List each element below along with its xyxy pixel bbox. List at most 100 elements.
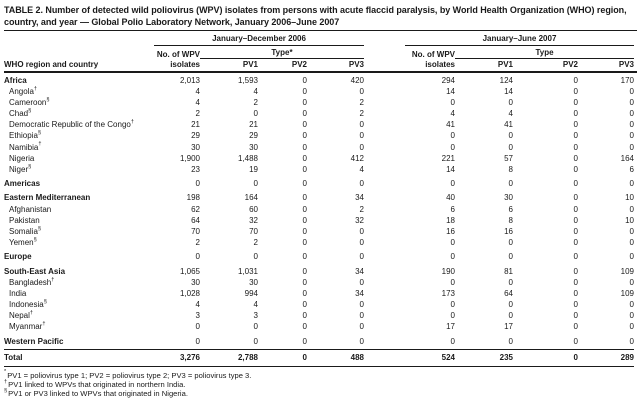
cell-2006-pv2: 0	[302, 322, 307, 332]
cell-2007-pv2: 0	[573, 75, 578, 85]
cell-2006-pv1: 0	[253, 179, 258, 189]
footnote-marker: *	[4, 369, 7, 376]
cell-2006-pv1: 4	[253, 86, 258, 96]
footnotes: *PV1 = poliovirus type 1; PV2 = poliovir…	[4, 369, 637, 399]
cell-2007-pv1: 16	[504, 226, 513, 236]
cell-2007-isolates: 0	[450, 179, 455, 189]
cell-2006-pv2: 0	[302, 277, 307, 287]
cell-2006-pv3: 0	[359, 311, 364, 321]
cell-2007-pv3: 0	[629, 300, 634, 310]
cell-2007-isolates: 18	[446, 215, 455, 225]
isolates-2006-label-line1: No. of WPV	[156, 49, 200, 59]
cell-2007-isolates: 17	[446, 322, 455, 332]
cell-2007-pv1: 8	[508, 165, 513, 174]
cell-2006-pv2: 0	[302, 153, 307, 163]
cell-2006-pv1: 21	[249, 120, 258, 130]
cell-2007-isolates: 294	[441, 75, 455, 85]
isolates-2007-label-line2: isolates	[425, 59, 455, 69]
cell-2006-isolates: 198	[186, 193, 200, 203]
cell-2007-pv1: 0	[508, 311, 513, 321]
cell-2006-pv1: 19	[249, 165, 258, 174]
cell-2006-pv1: 0	[253, 322, 258, 332]
cell-2007-pv1: 8	[508, 215, 513, 225]
cell-2006-pv3: 34	[355, 288, 364, 298]
cell-2007-pv1: 57	[504, 153, 513, 163]
cell-2007-isolates: 0	[450, 142, 455, 152]
row-label: Americas	[4, 179, 41, 189]
cell-2007-pv3: 0	[629, 204, 634, 214]
cell-2007-pv2: 0	[573, 165, 578, 174]
footnote-marker: §	[37, 225, 42, 232]
table-row: Niger§ 23 19 0 4 14 8 0 6	[4, 164, 634, 175]
cell-2007-pv3: 0	[629, 86, 634, 96]
pv3-2006-header: PV3	[348, 59, 364, 69]
cell-2007-pv3: 0	[629, 311, 634, 321]
cell-2007-pv3: 109	[620, 288, 634, 298]
cell-2007-pv2: 0	[573, 86, 578, 96]
cell-2007-isolates: 0	[450, 277, 455, 287]
cell-2006-pv3: 0	[359, 300, 364, 310]
cell-2007-pv3: 0	[629, 252, 634, 262]
cell-2006-pv2: 0	[302, 86, 307, 96]
footnote-marker: §	[37, 130, 42, 137]
row-label: Indonesia§	[9, 298, 47, 310]
row-label: Nepal†	[9, 310, 34, 321]
cell-2007-pv1: 124	[499, 75, 513, 85]
cell-2007-pv3: 0	[629, 109, 634, 119]
period-2007-span: January–June 2007	[391, 34, 634, 46]
cell-2006-pv1: 2,788	[237, 352, 258, 362]
cell-2006-pv3: 0	[359, 131, 364, 141]
cell-2006-isolates: 2	[195, 109, 200, 119]
cell-2006-pv2: 0	[302, 193, 307, 203]
footnote-marker: §	[46, 96, 50, 103]
cell-2007-pv2: 0	[573, 226, 578, 236]
cell-2007-pv3: 0	[629, 97, 634, 107]
table-row: Nepal† 3 3 0 0 0 0 0 0	[4, 310, 634, 321]
cell-2006-pv3: 32	[355, 215, 364, 225]
table-row: Yemen§ 2 2 0 0 0 0 0 0	[4, 237, 634, 248]
header-divider	[4, 70, 637, 73]
row-label: Chad§	[9, 107, 32, 119]
cell-2006-pv1: 164	[244, 193, 258, 203]
cell-2006-isolates: 23	[191, 165, 200, 174]
cell-2006-isolates: 64	[191, 215, 200, 225]
footnote-text: PV1 linked to WPVs that originated in no…	[8, 379, 186, 389]
cell-2007-pv3: 10	[625, 193, 634, 203]
cell-2007-isolates: 14	[446, 86, 455, 96]
row-label: Africa	[4, 75, 27, 85]
cell-2006-pv1: 0	[253, 336, 258, 346]
cell-2007-isolates: 173	[441, 288, 455, 298]
cell-2006-pv3: 0	[359, 322, 364, 332]
cell-2007-pv1: 0	[508, 179, 513, 189]
cell-2006-isolates: 3	[195, 311, 200, 321]
table-row: Europe 0 0 0 0 0 0 0 0	[4, 251, 634, 262]
row-label: Myanmar†	[9, 321, 46, 332]
cell-2006-pv1: 994	[244, 288, 258, 298]
row-label: Angola†	[9, 85, 38, 96]
footnote-marker: †	[130, 119, 134, 126]
row-label: Pakistan	[9, 215, 40, 225]
cell-2006-pv1: 70	[249, 226, 258, 236]
footnote-section: §PV1 or PV3 linked to WPVs that originat…	[4, 388, 637, 399]
cell-2007-pv3: 0	[629, 238, 634, 248]
footnote-text: PV1 or PV3 linked to WPVs that originate…	[8, 389, 188, 399]
row-label: Niger§	[9, 163, 32, 174]
cell-2007-isolates: 4	[450, 109, 455, 119]
isolates-2006-label-line2: isolates	[170, 59, 200, 69]
footnote-marker: †	[51, 276, 55, 283]
table-row: Angola† 4 4 0 0 14 14 0 0	[4, 86, 634, 97]
table-row: Eastern Mediterranean 198 164 0 34 40 30…	[4, 192, 634, 203]
cell-2007-isolates: 14	[446, 165, 455, 174]
table-title: TABLE 2. Number of detected wild poliovi…	[4, 5, 627, 27]
cell-2007-pv3: 289	[620, 352, 634, 362]
cell-2007-isolates: 0	[450, 336, 455, 346]
cell-2007-pv3: 0	[629, 336, 634, 346]
table-row: Myanmar† 0 0 0 0 17 17 0 0	[4, 321, 634, 332]
cell-2007-pv2: 0	[573, 277, 578, 287]
footnote-marker: †	[33, 85, 38, 92]
cell-2006-pv3: 420	[350, 75, 364, 85]
cell-2006-isolates: 30	[191, 277, 200, 287]
cell-2006-pv3: 2	[359, 204, 364, 214]
cell-2007-pv2: 0	[573, 336, 578, 346]
cell-2006-pv1: 1,488	[237, 153, 258, 163]
